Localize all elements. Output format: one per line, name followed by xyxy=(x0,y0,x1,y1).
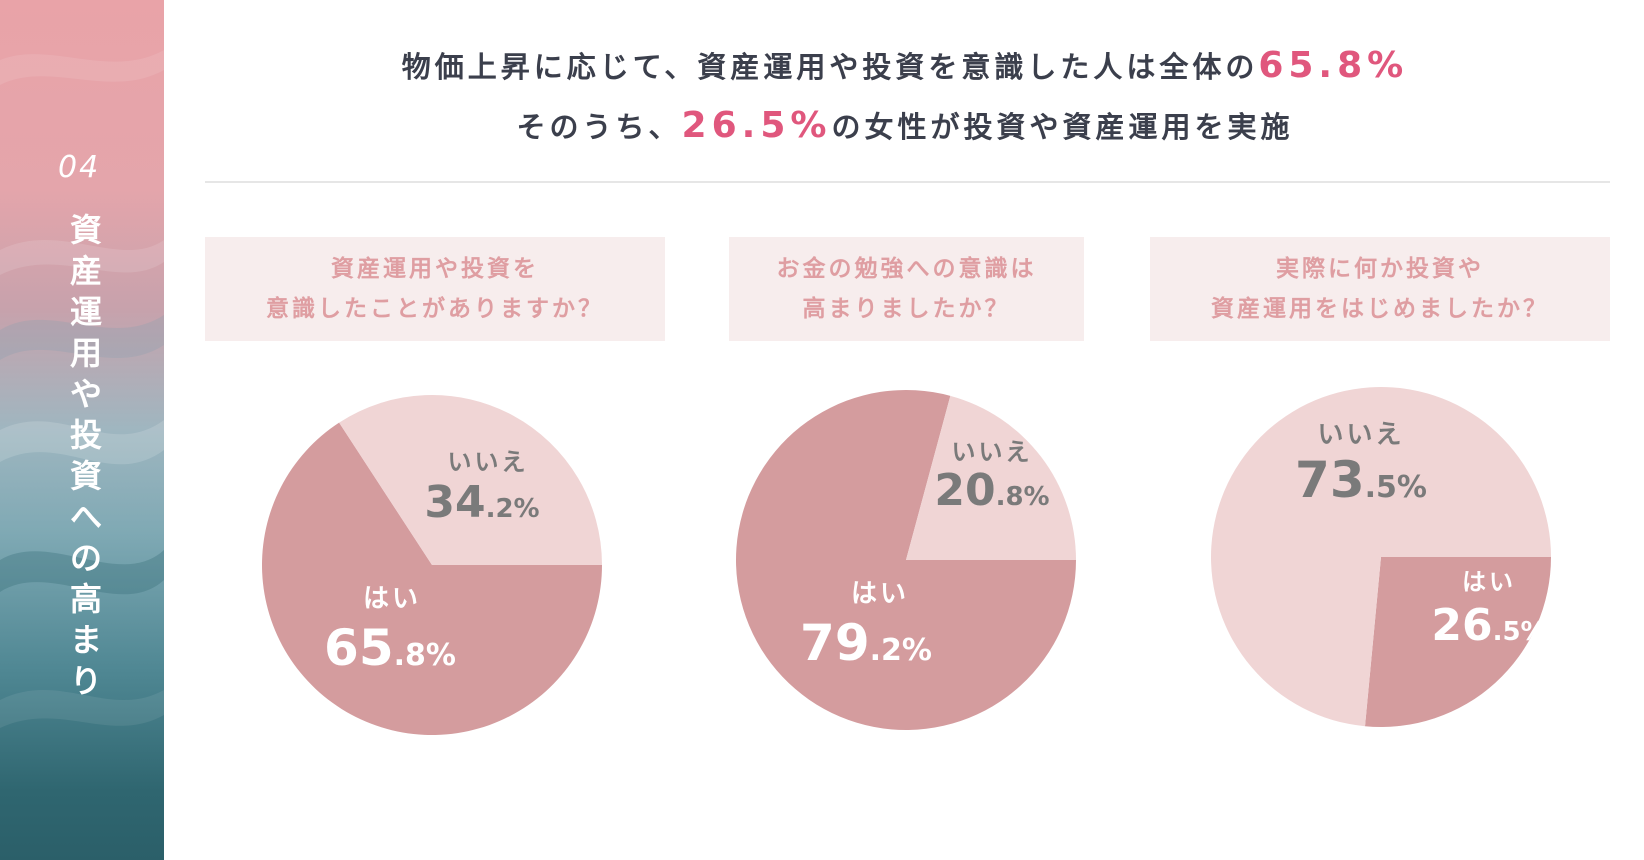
pie-3-value-yes: 26.5% xyxy=(1431,600,1546,651)
pie-1-label-no: いいえ xyxy=(448,448,529,476)
question-1-line-2: 意識したことがありますか？ xyxy=(266,296,604,322)
pie-2-slice-yes xyxy=(735,390,1076,731)
pie-1-slice-yes xyxy=(262,422,602,735)
headline-line-1-value: 65.8% xyxy=(1258,45,1409,86)
pie-1-label-yes: はい xyxy=(363,584,421,614)
pie-2-value-no: 20.8% xyxy=(934,465,1049,516)
pie-1-slice-no xyxy=(339,394,602,565)
section-number: 04 xyxy=(58,150,101,185)
headline-line-2: そのうち、26.5%の女性が投資や資産運用を実施 xyxy=(200,104,1610,146)
question-box-3: 実際に何か投資や 資産運用をはじめましたか？ xyxy=(1150,237,1610,341)
pie-1-value-yes: 65.8% xyxy=(324,619,456,677)
pie-3-slice-no xyxy=(1211,387,1551,727)
headline-line-2-prefix: そのうち、 xyxy=(516,110,682,144)
headline-line-2-value: 26.5% xyxy=(681,105,832,146)
sidebar-panel: 04 資産運用や投資への高まり xyxy=(0,0,164,860)
pie-1-value-no: 34.2% xyxy=(424,477,539,528)
brush-texture xyxy=(0,50,164,728)
headline-line-2-suffix: の女性が投資や資産運用を実施 xyxy=(831,110,1294,144)
question-3-line-2: 資産運用をはじめましたか？ xyxy=(1211,296,1549,322)
pie-3-label-yes: はい xyxy=(1462,568,1516,596)
pie-3-label-no: いいえ xyxy=(1317,420,1404,450)
pie-2-value-yes: 79.2% xyxy=(800,614,932,672)
question-box-2: お金の勉強への意識は 高まりましたか？ xyxy=(729,237,1084,341)
pie-2-slice-no xyxy=(906,395,1076,560)
pie-3-slice-yes xyxy=(1365,557,1552,728)
section-title: 資産運用や投資への高まり xyxy=(69,211,102,700)
question-box-1: 資産運用や投資を 意識したことがありますか？ xyxy=(205,237,665,341)
headline-line-1-text: 物価上昇に応じて、資産運用や投資を意識した人は全体の xyxy=(401,50,1259,84)
pie-3-value-no: 73.5% xyxy=(1295,451,1427,509)
question-2-line-2: 高まりましたか？ xyxy=(802,296,1011,322)
question-2-line-1: お金の勉強への意識は xyxy=(776,256,1037,282)
pie-2-label-yes: はい xyxy=(851,579,909,609)
pie-2-label-no: いいえ xyxy=(952,438,1033,466)
question-3-line-1: 実際に何か投資や xyxy=(1276,256,1484,282)
question-1-line-1: 資産運用や投資を xyxy=(331,256,539,282)
headline-line-1: 物価上昇に応じて、資産運用や投資を意識した人は全体の65.8% xyxy=(200,44,1610,86)
divider xyxy=(205,181,1610,183)
